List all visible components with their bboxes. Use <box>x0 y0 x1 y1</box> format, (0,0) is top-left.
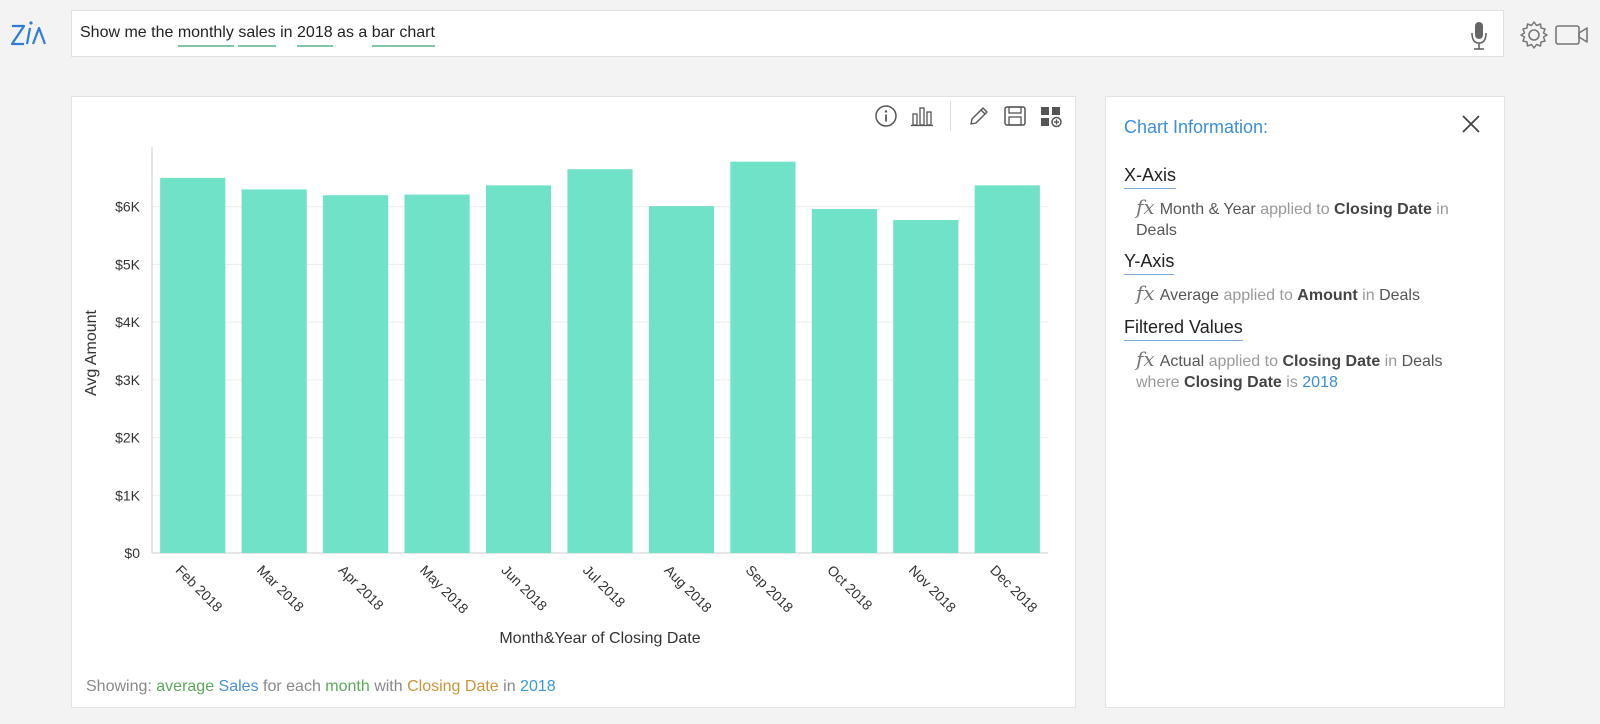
showing-text: in <box>498 678 521 695</box>
showing-year: 2018 <box>520 678 556 695</box>
query-token-recognized: monthly <box>177 24 234 47</box>
filter-value[interactable]: 2018 <box>1302 374 1338 391</box>
query-token: as a <box>332 24 372 41</box>
filter-in: in <box>1380 353 1402 370</box>
y-tick-label: $1K <box>115 487 141 503</box>
y-tick-label: $0 <box>124 545 140 561</box>
bar[interactable] <box>974 185 1040 554</box>
video-camera-icon[interactable] <box>1554 23 1590 47</box>
x-tick-label: Nov 2018 <box>906 562 960 616</box>
add-to-dashboard-icon[interactable] <box>1037 102 1065 130</box>
info-icon[interactable] <box>872 102 900 130</box>
x-tick-label: Apr 2018 <box>336 562 388 614</box>
pencil-icon[interactable] <box>965 102 993 130</box>
toolbar-separator <box>950 101 951 131</box>
info-panel-title: Chart Information: <box>1124 117 1269 137</box>
filter-field: Closing Date <box>1282 353 1381 370</box>
query-token-recognized: 2018 <box>297 24 333 47</box>
x-tick-label: Aug 2018 <box>661 562 715 616</box>
query-text[interactable]: Show me the monthly sales in 2018 as a b… <box>80 24 435 47</box>
x-axis-heading: X-Axis <box>1124 165 1177 189</box>
x-tick-label: May 2018 <box>417 562 472 617</box>
bar[interactable] <box>404 194 470 553</box>
x-axis-applied: applied to <box>1255 201 1335 218</box>
y-tick-label: $6K <box>115 199 141 215</box>
x-axis-table: Deals <box>1136 222 1177 239</box>
function-icon: fx <box>1136 347 1155 371</box>
query-token-recognized: sales <box>238 24 276 47</box>
filter-field-2: Closing Date <box>1184 374 1282 391</box>
bar[interactable] <box>648 206 715 553</box>
function-icon: fx <box>1136 281 1155 305</box>
showing-field: Closing Date <box>407 678 499 695</box>
y-axis-heading: Y-Axis <box>1124 251 1175 275</box>
function-icon: fx <box>1136 195 1155 219</box>
query-token: in <box>275 24 298 41</box>
bar[interactable] <box>730 161 796 553</box>
showing-text: with <box>369 678 408 695</box>
query-token-recognized: bar chart <box>371 24 435 47</box>
showing-text: for each <box>258 678 326 695</box>
x-axis-title: Month&Year of Closing Date <box>499 630 700 647</box>
showing-period: month <box>325 678 370 695</box>
y-tick-label: $5K <box>115 256 141 272</box>
bar[interactable] <box>160 177 226 553</box>
y-axis-title: Avg Amount <box>83 309 100 396</box>
showing-measure: Sales <box>218 678 259 695</box>
x-tick-label: Jul 2018 <box>580 562 629 611</box>
y-tick-label: $3K <box>115 372 141 388</box>
bar[interactable] <box>323 195 389 553</box>
y-axis-field: Amount <box>1297 287 1358 304</box>
x-tick-label: Dec 2018 <box>987 562 1041 616</box>
query-input[interactable]: Show me the monthly sales in 2018 as a b… <box>71 10 1504 57</box>
y-axis-detail: fx Average applied to Amount in Deals <box>1136 283 1476 306</box>
bar-chart: $0 $1K $2K $3K $4K $5K $6K Feb 2018 Mar 2018 Apr … <box>83 147 1048 647</box>
close-icon[interactable] <box>1458 111 1484 137</box>
x-tick-label: Feb 2018 <box>173 562 226 615</box>
y-axis-function: Average <box>1159 287 1219 304</box>
x-tick-label: Mar 2018 <box>254 562 307 615</box>
microphone-icon[interactable] <box>1469 21 1489 51</box>
zia-logo[interactable] <box>8 16 48 52</box>
filtered-values-detail: fx Actual applied to Closing Date in Deal… <box>1136 349 1476 393</box>
query-token: Show me the <box>80 24 178 41</box>
filter-is: is <box>1281 374 1303 391</box>
bar[interactable] <box>811 209 877 553</box>
bar[interactable] <box>241 189 307 553</box>
y-tick-label: $2K <box>115 430 141 446</box>
showing-prefix: Showing: <box>86 678 157 695</box>
y-axis-in: in <box>1357 287 1380 304</box>
x-axis-in: in <box>1431 201 1449 218</box>
x-axis-field: Closing Date <box>1334 201 1432 218</box>
x-axis-function: Month & Year <box>1159 201 1256 218</box>
bar[interactable] <box>567 169 633 553</box>
x-tick-label: Oct 2018 <box>824 562 876 614</box>
save-icon[interactable] <box>1001 102 1029 130</box>
x-tick-label: Jun 2018 <box>498 562 550 614</box>
chart-panel: $0 $1K $2K $3K $4K $5K $6K Feb 2018 Mar 2018 Apr … <box>71 96 1076 708</box>
y-axis-table: Deals <box>1379 287 1420 304</box>
filter-applied: applied to <box>1204 353 1283 370</box>
filtered-values-heading: Filtered Values <box>1124 317 1243 341</box>
x-axis-detail: fx Month & Year applied to Closing Date i… <box>1136 197 1476 241</box>
filter-table: Deals <box>1401 353 1443 370</box>
filter-function: Actual <box>1159 353 1205 370</box>
chart-info-panel: Chart Information: X-Axis fx Month & Year… <box>1105 96 1505 708</box>
chart-toolbar <box>868 101 1069 131</box>
y-axis-applied: applied to <box>1219 287 1298 304</box>
showing-summary: Showing: average Sales for each month wi… <box>86 678 556 696</box>
gear-icon[interactable] <box>1519 20 1549 50</box>
bar[interactable] <box>893 219 959 553</box>
showing-aggregate: average <box>156 678 215 695</box>
bar[interactable] <box>485 185 552 554</box>
filter-where: where <box>1136 374 1185 391</box>
x-tick-label: Sep 2018 <box>743 562 797 616</box>
bar-chart-icon[interactable] <box>908 102 936 130</box>
y-tick-label: $4K <box>115 314 141 330</box>
